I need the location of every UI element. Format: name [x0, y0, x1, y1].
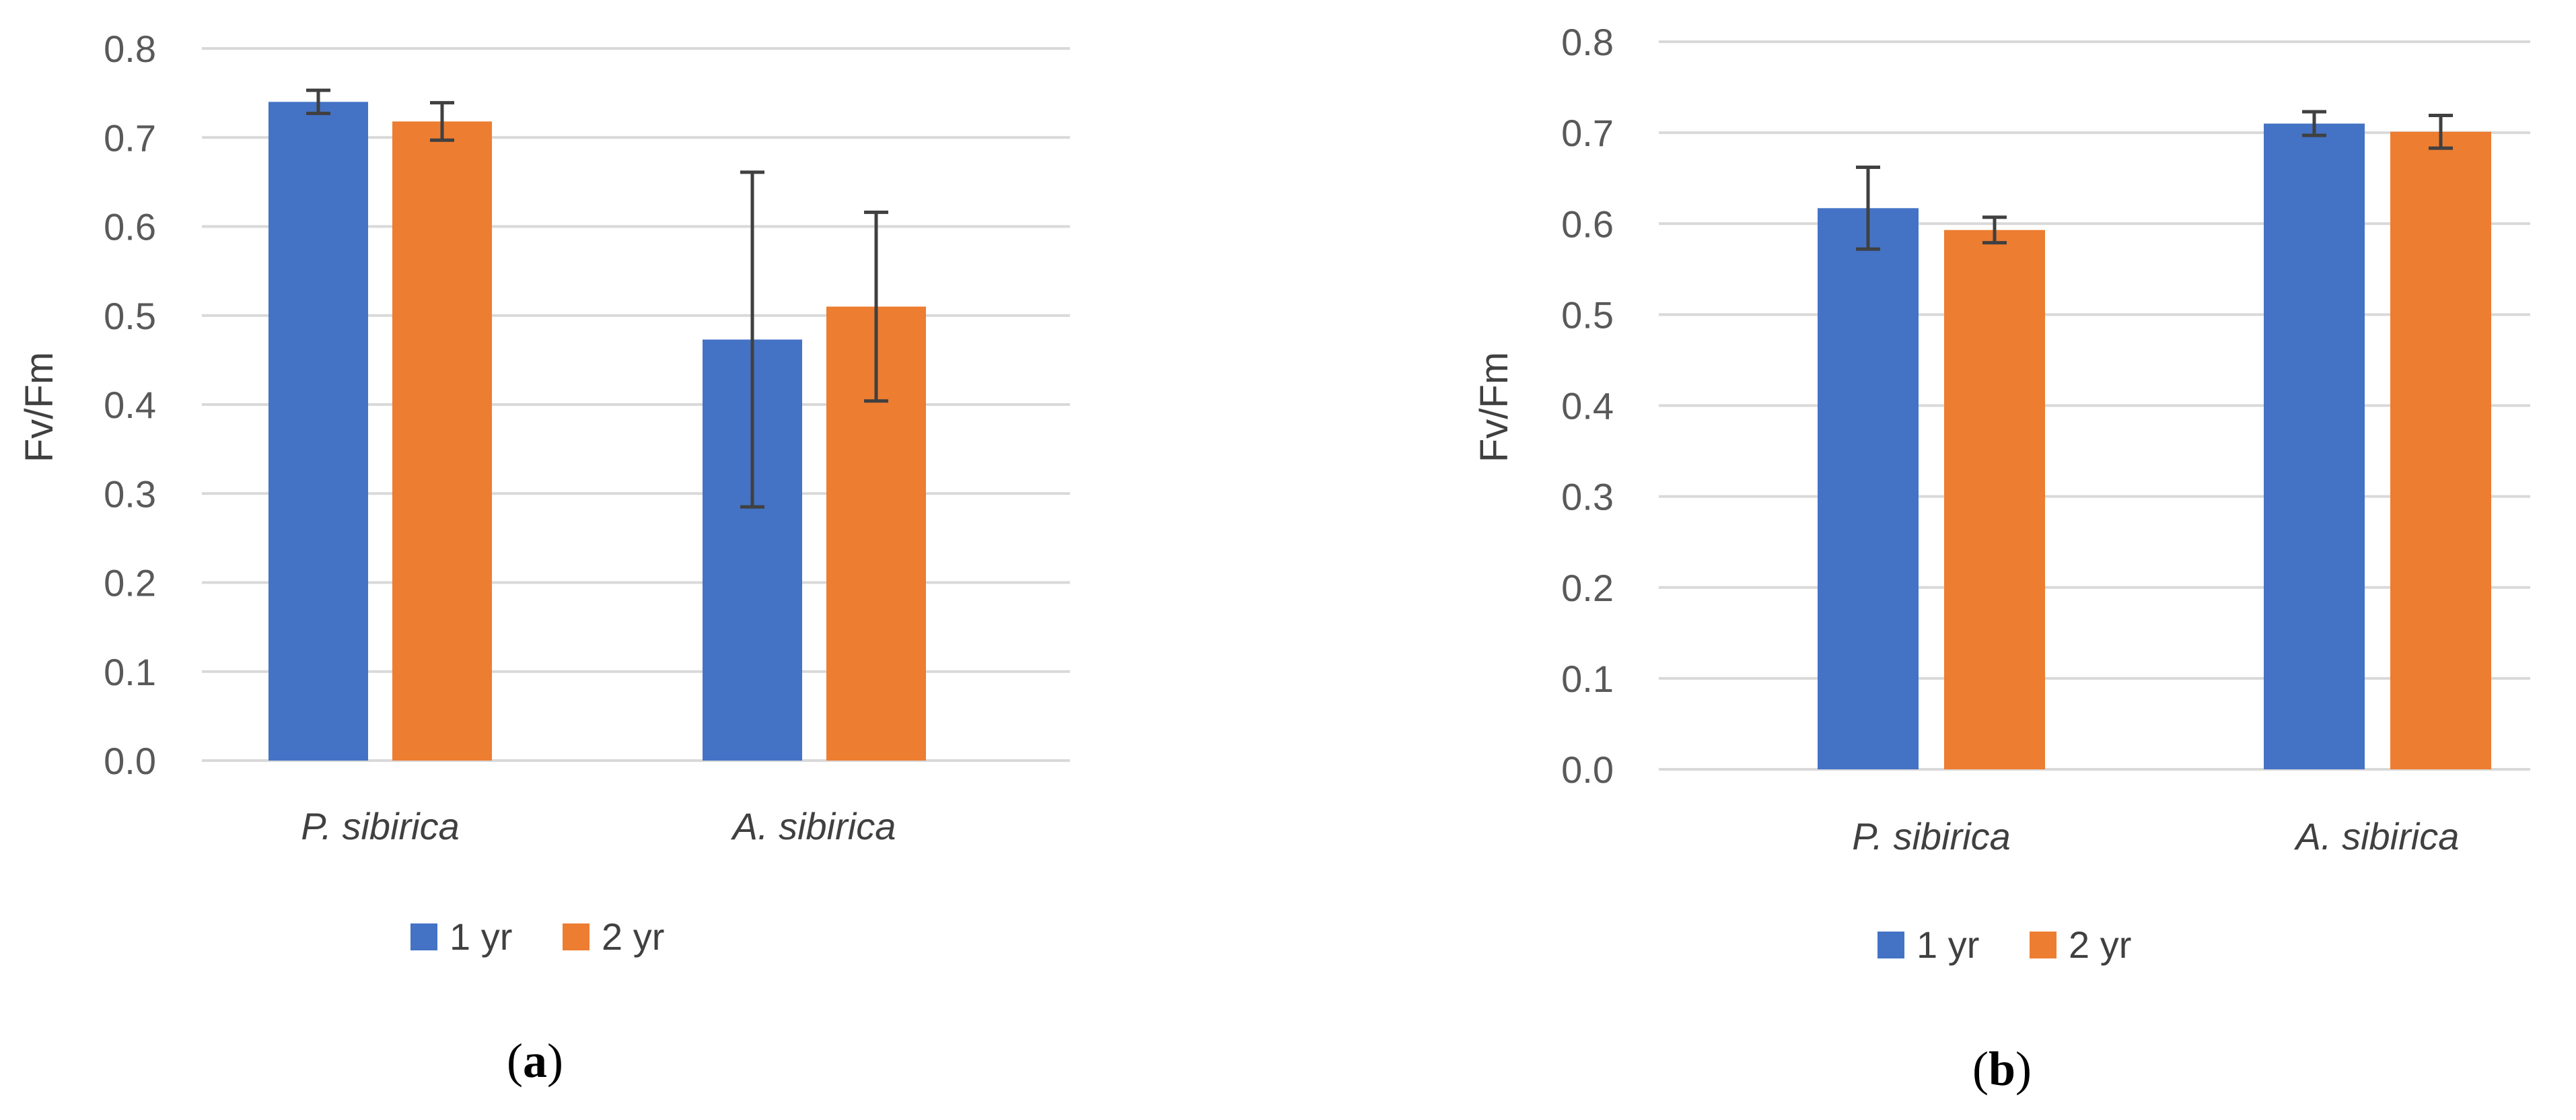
bar	[1818, 208, 1919, 769]
legend-swatch-1yr	[1877, 932, 1904, 958]
legend: 1 yr 2 yr	[410, 915, 664, 958]
panel-label-b: (b)	[1972, 1042, 2032, 1096]
y-tick-label: 0.6	[1561, 203, 1614, 245]
chart-panel-b: 0.0 0.1 0.2 0.3 0.4 0.5 0.6 0.7 0.8 P. sibirica A…	[1472, 21, 2530, 1096]
bars	[269, 102, 926, 761]
gridlines	[1659, 40, 2530, 771]
legend-swatch-2yr	[2030, 932, 2056, 958]
bar	[269, 102, 368, 761]
panel-letter-a: a	[523, 1034, 547, 1088]
y-tick-labels: 0.0 0.1 0.2 0.3 0.4 0.5 0.6 0.7 0.8	[104, 28, 156, 782]
y-tick-label: 0.4	[1561, 385, 1614, 427]
bars	[1818, 123, 2491, 770]
category-labels: P. sibirica A. sibirica	[301, 805, 896, 847]
bar	[2390, 131, 2491, 769]
legend: 1 yr 2 yr	[1877, 923, 2131, 966]
legend-label-1yr: 1 yr	[1917, 923, 1979, 966]
legend-label-1yr: 1 yr	[450, 915, 512, 958]
legend-label-2yr: 2 yr	[2069, 923, 2131, 966]
y-tick-label: 0.5	[1561, 293, 1614, 336]
y-tick-label: 0.7	[1561, 112, 1614, 154]
bar	[1944, 230, 2045, 769]
category-label: P. sibirica	[1852, 815, 2011, 858]
legend-label-2yr: 2 yr	[602, 915, 664, 958]
y-tick-label: 0.8	[1561, 21, 1614, 63]
chart-panel-a: 0.0 0.1 0.2 0.3 0.4 0.5 0.6 0.7 0.8 P. sibirica A…	[17, 28, 1070, 1088]
y-tick-label: 0.8	[104, 28, 156, 70]
y-tick-label: 0.3	[104, 473, 156, 515]
y-tick-label: 0.4	[104, 384, 156, 426]
panel-label-a: (a)	[507, 1034, 563, 1088]
y-axis-label: Fv/Fm	[1472, 352, 1516, 462]
y-tick-label: 0.0	[104, 740, 156, 782]
y-axis-label: Fv/Fm	[17, 352, 61, 462]
y-tick-label: 0.1	[1561, 658, 1614, 700]
legend-swatch-1yr	[410, 923, 437, 950]
y-tick-label: 0.6	[104, 206, 156, 248]
error-bars	[1856, 110, 2453, 251]
y-tick-label: 0.2	[104, 562, 156, 604]
panel-letter-b: b	[1989, 1042, 2015, 1096]
bar	[2264, 123, 2365, 770]
y-tick-label: 0.5	[104, 295, 156, 337]
y-tick-label: 0.7	[104, 116, 156, 159]
y-tick-label: 0.0	[1561, 748, 1614, 791]
legend-swatch-2yr	[563, 923, 589, 950]
y-tick-labels: 0.0 0.1 0.2 0.3 0.4 0.5 0.6 0.7 0.8	[1561, 21, 1614, 791]
bar	[392, 121, 492, 761]
y-tick-label: 0.3	[1561, 476, 1614, 518]
category-label: A. sibirica	[731, 805, 896, 847]
category-labels: P. sibirica A. sibirica	[1852, 815, 2459, 858]
error-bars	[306, 88, 888, 509]
y-tick-label: 0.2	[1561, 567, 1614, 609]
category-label: P. sibirica	[301, 805, 460, 847]
y-tick-label: 0.1	[104, 651, 156, 693]
category-label: A. sibirica	[2294, 815, 2460, 858]
